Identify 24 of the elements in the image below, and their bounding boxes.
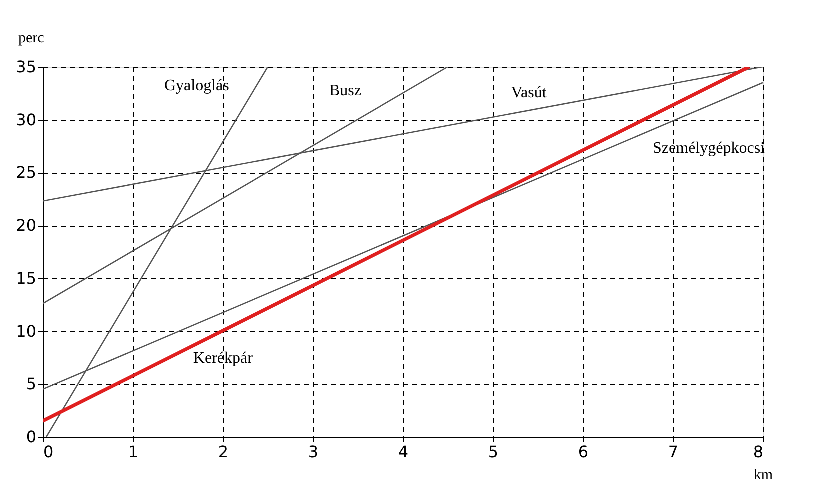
y-tick-label: 25 [16, 163, 36, 182]
y-tick-label: 15 [16, 268, 36, 288]
series-label: Kerékpár [193, 350, 254, 367]
y-tick-label: 0 [26, 428, 36, 446]
series-label: Busz [330, 82, 362, 100]
series-label: Gyaloglás [164, 78, 230, 94]
x-tick-label: 5 [488, 442, 499, 462]
y-axis-title: perc [18, 30, 45, 46]
x-tick-label: 1 [128, 442, 139, 462]
y-tick-label: 20 [16, 216, 36, 236]
x-tick-label: 4 [398, 442, 409, 462]
series-label: Vasút [511, 84, 548, 102]
x-tick-label: 3 [308, 442, 319, 462]
x-axis-title: km [754, 468, 774, 484]
x-tick-label: 8 [753, 442, 764, 462]
y-tick-label: 30 [16, 110, 36, 130]
x-tick-label: 7 [668, 442, 679, 462]
series-label: Személygépkocsi [653, 140, 766, 157]
y-tick-label: 5 [26, 374, 36, 394]
x-tick-label: 0 [44, 442, 54, 462]
x-tick-label: 6 [578, 442, 589, 462]
y-tick-label: 10 [16, 322, 36, 341]
y-tick-label: 35 [16, 58, 36, 76]
x-tick-label: 2 [218, 442, 229, 462]
